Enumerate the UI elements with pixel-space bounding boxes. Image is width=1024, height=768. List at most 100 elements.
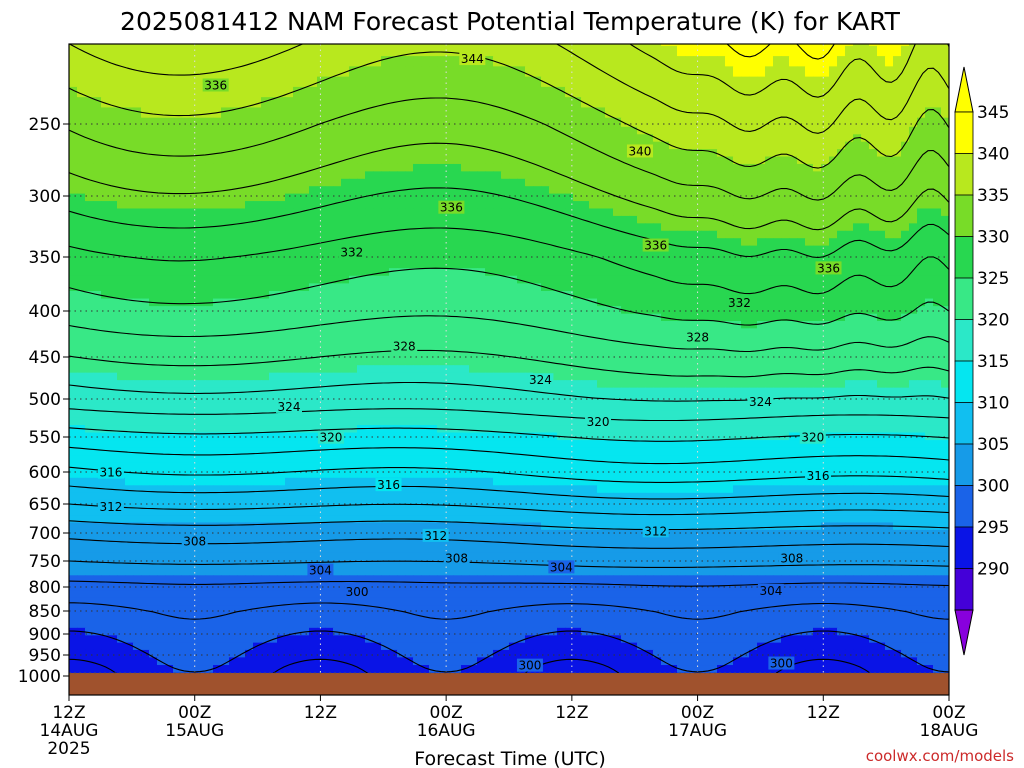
fill-cell — [397, 2, 406, 5]
fill-cell — [213, 117, 222, 128]
fill-cell — [269, 107, 278, 119]
fill-cell — [901, 134, 910, 143]
fill-cell — [165, 186, 174, 195]
fill-cell — [517, 44, 526, 47]
fill-cell — [357, 134, 366, 143]
fill-cell — [373, 45, 382, 57]
fill-cell — [813, 283, 822, 292]
fill-cell — [837, 298, 846, 307]
fill-cell — [709, 45, 718, 57]
fill-cell — [245, 178, 254, 187]
fill-cell — [253, 2, 262, 3]
fill-cell — [405, 86, 414, 98]
fill-cell — [629, 45, 638, 57]
fill-cell — [789, 193, 798, 202]
fill-cell — [405, 268, 414, 277]
fill-cell — [813, 141, 822, 150]
fill-cell — [517, 201, 526, 210]
fill-cell — [165, 163, 174, 172]
fill-cell — [789, 320, 798, 329]
fill-cell — [133, 306, 142, 315]
fill-cell — [813, 335, 822, 344]
fill-cell — [213, 44, 222, 47]
fill-cell — [909, 141, 918, 150]
fill-cell — [133, 163, 142, 172]
fill-cell — [869, 275, 878, 284]
fill-cell — [877, 283, 886, 292]
fill-cell — [421, 45, 430, 57]
fill-cell — [461, 201, 470, 210]
fill-cell — [749, 306, 758, 315]
fill-cell — [237, 350, 246, 359]
fill-cell — [389, 223, 398, 232]
fill-cell — [325, 126, 334, 135]
fill-cell — [157, 253, 166, 262]
fill-cell — [157, 171, 166, 180]
fill-cell — [125, 260, 134, 269]
fill-cell — [413, 76, 422, 88]
fill-cell — [517, 306, 526, 315]
fill-cell — [621, 223, 630, 232]
fill-cell — [445, 268, 454, 277]
fill-cell — [301, 2, 310, 3]
fill-cell — [589, 117, 598, 128]
fill-cell — [917, 126, 926, 135]
fill-cell — [349, 193, 358, 202]
fill-cell — [149, 290, 158, 300]
fill-cell — [157, 208, 166, 217]
fill-cell — [181, 156, 190, 165]
fill-cell — [805, 201, 814, 210]
fill-cell — [253, 149, 262, 158]
fill-cell — [733, 126, 742, 135]
fill-cell — [269, 208, 278, 217]
fill-cell — [517, 178, 526, 187]
fill-cell — [445, 178, 454, 187]
fill-cell — [573, 156, 582, 165]
fill-cell — [181, 2, 190, 3]
fill-cell — [221, 268, 230, 277]
fill-cell — [829, 283, 838, 292]
fill-cell — [213, 2, 222, 3]
fill-cell — [309, 76, 318, 88]
fill-cell — [469, 2, 478, 3]
fill-cell — [861, 171, 870, 180]
fill-cell — [925, 306, 934, 315]
fill-cell — [925, 107, 934, 119]
fill-cell — [485, 2, 494, 3]
fill-cell — [493, 245, 502, 254]
fill-cell — [797, 2, 806, 5]
fill-cell — [877, 268, 886, 277]
fill-cell — [397, 2, 406, 3]
fill-cell — [197, 171, 206, 180]
fill-cell — [613, 141, 622, 150]
fill-cell — [77, 141, 86, 150]
fill-cell — [749, 56, 758, 67]
fill-cell — [813, 215, 822, 224]
fill-cell — [533, 313, 542, 322]
fill-cell — [909, 335, 918, 344]
fill-cell — [781, 208, 790, 217]
fill-cell — [77, 117, 86, 128]
fill-cell — [453, 253, 462, 262]
fill-cell — [341, 313, 350, 322]
fill-cell — [213, 2, 222, 3]
fill-cell — [557, 44, 566, 47]
fill-cell — [725, 260, 734, 269]
fill-cell — [877, 328, 886, 337]
fill-cell — [597, 313, 606, 322]
fill-cell — [781, 230, 790, 239]
fill-cell — [477, 298, 486, 307]
fill-cell — [173, 117, 182, 128]
fill-cell — [285, 134, 294, 143]
fill-cell — [845, 56, 854, 67]
fill-cell — [717, 320, 726, 329]
fill-cell — [461, 306, 470, 315]
fill-cell — [901, 45, 910, 57]
fill-cell — [101, 2, 110, 3]
fill-cell — [669, 156, 678, 165]
fill-cell — [477, 163, 486, 172]
fill-cell — [917, 313, 926, 322]
fill-cell — [245, 223, 254, 232]
fill-cell — [413, 2, 422, 3]
fill-cell — [205, 260, 214, 269]
